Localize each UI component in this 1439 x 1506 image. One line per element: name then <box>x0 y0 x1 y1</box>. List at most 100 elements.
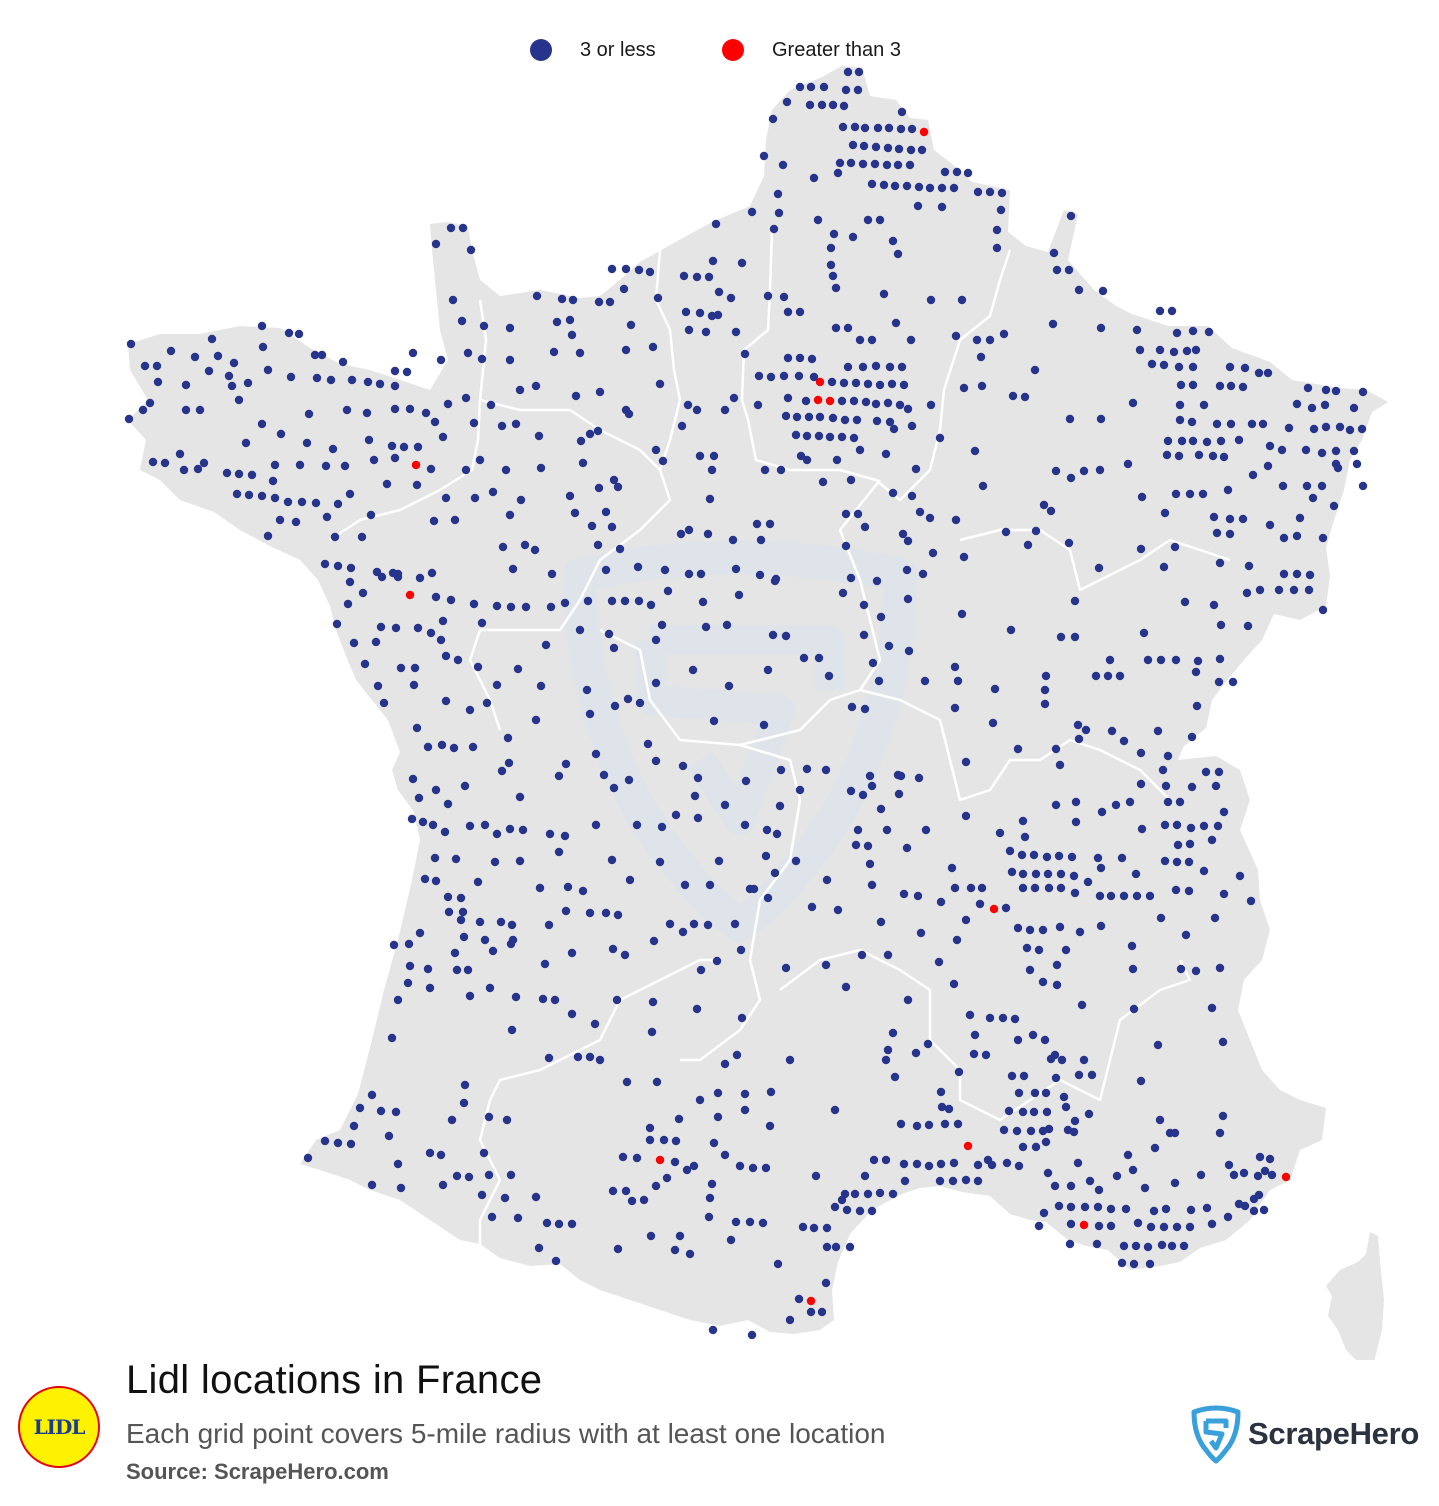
location-dot-low <box>367 1180 377 1190</box>
location-dot-low <box>1017 850 1027 860</box>
location-dot-low <box>1321 422 1331 432</box>
location-dot-low <box>950 662 960 672</box>
location-dot-low <box>698 597 708 607</box>
location-dot-low <box>903 536 913 546</box>
location-dot-low <box>858 159 868 169</box>
location-dot-low <box>1331 446 1341 456</box>
location-dot-low <box>333 1138 343 1148</box>
location-dot-low <box>860 522 870 532</box>
location-dot-low <box>1042 1107 1052 1117</box>
location-dot-low <box>841 541 851 551</box>
location-dot-low <box>415 928 425 938</box>
location-dot-low <box>1202 1203 1212 1213</box>
location-dot-low <box>576 436 586 446</box>
location-dot-low <box>1054 851 1064 861</box>
location-dot-low <box>776 465 786 475</box>
location-dot-low <box>817 1307 827 1317</box>
location-dot-low <box>1052 265 1062 275</box>
location-dot-low <box>973 1160 983 1170</box>
location-dot-low <box>1163 436 1173 446</box>
location-dot-low <box>357 532 367 542</box>
location-dot-low <box>1020 832 1030 842</box>
location-dot-low <box>1019 1071 1029 1081</box>
location-dot-low <box>360 659 370 669</box>
location-dot-low <box>387 441 397 451</box>
location-dot-low <box>1070 1116 1080 1126</box>
location-dot-low <box>848 140 858 150</box>
location-dot-low <box>846 573 856 583</box>
location-dot-low <box>896 1119 906 1129</box>
location-dot-low <box>1095 891 1105 901</box>
location-dot-low <box>774 208 784 218</box>
location-dot-low <box>1039 1208 1049 1218</box>
location-dot-low <box>408 774 418 784</box>
location-dot-low <box>791 430 801 440</box>
location-dot-low <box>420 874 430 884</box>
location-dot-low <box>867 335 877 345</box>
location-dot-low <box>814 653 824 663</box>
location-dot-low <box>792 412 802 422</box>
location-dot-high <box>815 377 825 387</box>
location-dot-low <box>896 771 906 781</box>
location-dot-low <box>613 910 623 920</box>
location-dot-low <box>957 609 967 619</box>
location-dot-low <box>681 307 691 317</box>
location-dot-low <box>126 339 136 349</box>
location-dot-low <box>1163 751 1173 761</box>
location-dot-low <box>972 335 982 345</box>
location-dot-low <box>1096 323 1106 333</box>
location-dot-low <box>651 445 661 455</box>
location-dot-low <box>1204 327 1214 337</box>
location-dot-low <box>1030 365 1040 375</box>
location-dot-low <box>1215 654 1225 664</box>
location-dot-low <box>456 893 466 903</box>
location-dot-low <box>441 493 451 503</box>
location-dot-low <box>1215 1128 1225 1138</box>
location-dot-low <box>855 445 865 455</box>
location-dot-low <box>695 308 705 318</box>
location-dot-low <box>726 293 736 303</box>
location-dot-low <box>858 790 868 800</box>
location-dot-low <box>795 82 805 92</box>
location-dot-low <box>321 461 331 471</box>
location-dot-low <box>328 444 338 454</box>
location-dot-low <box>545 829 555 839</box>
location-dot-low <box>740 1089 750 1099</box>
location-dot-low <box>745 1217 755 1227</box>
location-dot-low <box>333 499 343 509</box>
location-dot-low <box>402 367 412 377</box>
location-dot-low <box>1163 797 1173 807</box>
location-dot-low <box>963 168 973 178</box>
location-dot-low <box>567 948 577 958</box>
location-dot-low <box>645 1135 655 1145</box>
location-dot-low <box>693 813 703 823</box>
location-dot-low <box>925 513 935 523</box>
location-dot-low <box>1064 265 1074 275</box>
location-dot-low <box>839 378 849 388</box>
location-dot-low <box>645 1123 655 1133</box>
location-dot-low <box>160 458 170 468</box>
location-dot-low <box>608 944 618 954</box>
location-dot-low <box>1132 891 1142 901</box>
location-dot-low <box>1170 1128 1180 1138</box>
location-dot-low <box>1267 1170 1277 1180</box>
location-dot-low <box>949 1158 959 1168</box>
location-dot-low <box>995 828 1005 838</box>
location-dot-low <box>1111 800 1121 810</box>
location-dot-low <box>346 563 356 573</box>
location-dot-low <box>505 355 515 365</box>
location-dot-low <box>961 757 971 767</box>
location-dot-low <box>817 100 827 110</box>
location-dot-low <box>347 375 357 385</box>
location-dot-low <box>798 1222 808 1232</box>
location-dot-low <box>505 323 515 333</box>
location-dot-low <box>809 372 819 382</box>
location-dot-low <box>765 1121 775 1131</box>
location-dot-low <box>1128 398 1138 408</box>
location-dot-low <box>855 335 865 345</box>
location-dot-low <box>1199 400 1209 410</box>
location-dot-low <box>1174 362 1184 372</box>
location-dot-low <box>399 442 409 452</box>
location-dot-low <box>1018 869 1028 879</box>
location-dot-low <box>1077 1000 1087 1010</box>
